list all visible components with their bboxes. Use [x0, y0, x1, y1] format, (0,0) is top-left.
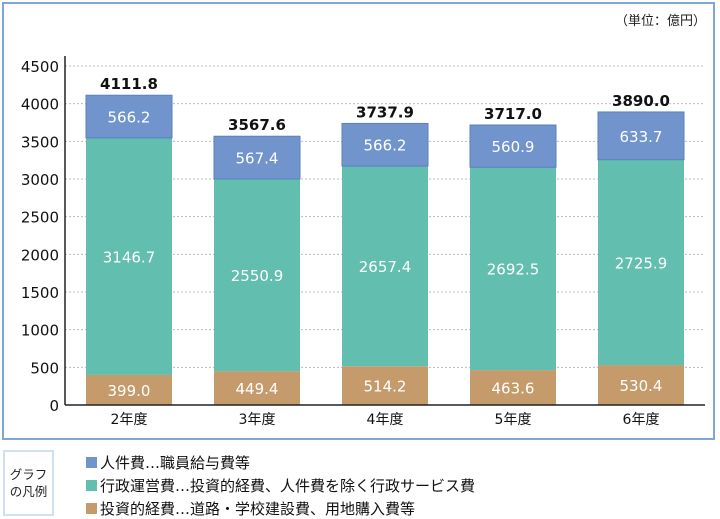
y-tick-label: 2500	[21, 209, 59, 227]
data-label: 2657.4	[359, 258, 412, 276]
bar-segment-admin	[214, 178, 300, 372]
data-label: 2725.9	[615, 254, 668, 272]
data-label: 2692.5	[487, 261, 540, 279]
legend-swatch-investment	[86, 503, 97, 514]
data-label: 3146.7	[103, 248, 156, 266]
bar-segment-personnel	[597, 111, 685, 161]
bar-segment-admin	[342, 166, 428, 367]
x-tick-label: 6年度	[623, 412, 660, 428]
data-label: 449.4	[236, 380, 279, 398]
data-label: 399.0	[108, 382, 151, 400]
legend-swatch-admin	[86, 480, 97, 491]
legend-label: 投資的経費…道路・学校建設費、用地購入費等	[100, 500, 416, 518]
total-label: 3737.9	[356, 103, 414, 121]
y-tick-label: 0	[49, 397, 59, 415]
y-tick-label: 500	[30, 359, 59, 377]
y-tick-label: 3500	[21, 133, 59, 151]
bar-segment-investment	[86, 374, 172, 405]
chart-frame	[2, 2, 715, 440]
stacked-bar-chart: 0 500 1000 1500 2000 2500 3000 3500 4000 4500 399.…	[21, 56, 705, 428]
data-label: 560.9	[492, 138, 535, 156]
data-label: 530.4	[620, 377, 663, 395]
y-tick-label: 1000	[21, 322, 59, 340]
x-tick-label: 4年度	[367, 412, 404, 428]
total-label: 3567.6	[228, 116, 286, 134]
legend-item-investment: 投資的経費…道路・学校建設費、用地購入費等	[86, 498, 415, 519]
legend-swatch-personnel	[86, 457, 97, 468]
bar-segment-admin	[86, 137, 172, 375]
legend-title: グラフの凡例	[3, 450, 54, 516]
y-tick-label: 4500	[21, 58, 59, 76]
legend-label: 行政運営費…投資的経費、人件費を除く行政サービス費	[100, 477, 476, 495]
y-tick-label: 2000	[21, 246, 59, 264]
bar-segment-personnel	[213, 135, 301, 180]
bar-segment-personnel	[469, 124, 557, 168]
bar-segment-personnel	[85, 94, 173, 139]
total-label: 3717.0	[484, 105, 542, 123]
data-label: 566.2	[108, 109, 151, 127]
bar-segment-personnel	[341, 122, 429, 167]
x-tick-label: 3年度	[239, 412, 276, 428]
x-tick-label: 2年度	[111, 412, 148, 428]
y-tick-label: 3000	[21, 171, 59, 189]
unit-note: （単位：億円）	[614, 14, 706, 29]
legend-label: 人件費…職員給与費等	[100, 454, 251, 472]
bar-segment-investment	[470, 370, 556, 405]
data-label: 514.2	[364, 378, 407, 396]
total-label: 3890.0	[612, 92, 670, 110]
data-label: 633.7	[620, 128, 663, 146]
bar-segment-investment	[342, 366, 428, 405]
bar-segment-investment	[598, 365, 684, 405]
bar-segment-admin	[598, 159, 684, 366]
bar-segment-admin	[470, 167, 556, 371]
bar-segment-investment	[214, 371, 300, 405]
data-label: 2550.9	[231, 267, 284, 285]
y-tick-label: 1500	[21, 284, 59, 302]
legend-item-personnel: 人件費…職員給与費等	[86, 452, 250, 473]
data-label: 566.2	[364, 137, 407, 155]
x-tick-label: 5年度	[495, 412, 532, 428]
y-tick-label: 4000	[21, 96, 59, 114]
data-label: 463.6	[492, 380, 535, 398]
data-label: 567.4	[236, 150, 279, 168]
legend-item-admin: 行政運営費…投資的経費、人件費を除く行政サービス費	[86, 475, 475, 496]
total-label: 4111.8	[100, 75, 158, 93]
